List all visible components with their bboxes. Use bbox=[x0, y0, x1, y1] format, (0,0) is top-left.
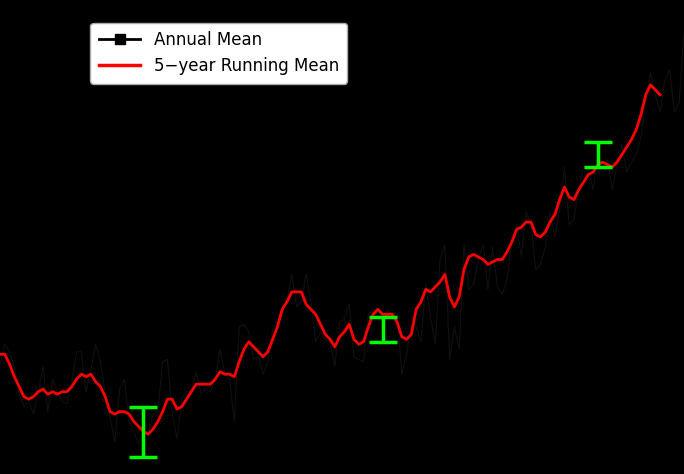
Legend: Annual Mean, 5−year Running Mean: Annual Mean, 5−year Running Mean bbox=[90, 23, 347, 83]
